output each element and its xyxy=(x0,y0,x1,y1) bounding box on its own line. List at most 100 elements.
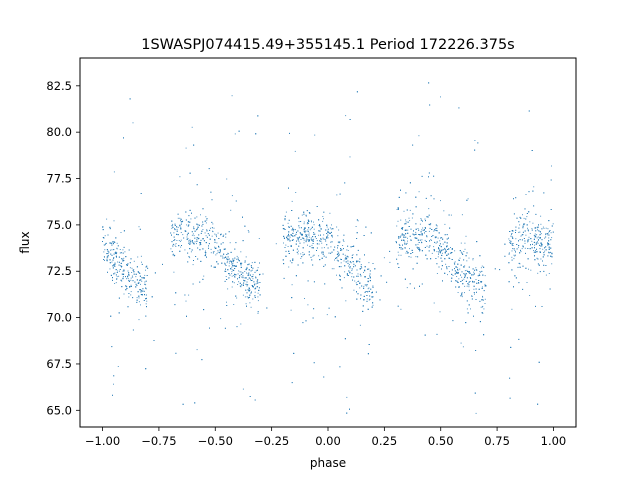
data-point xyxy=(192,233,194,235)
data-point xyxy=(365,291,367,292)
data-point xyxy=(338,242,340,244)
data-point xyxy=(397,208,399,210)
data-point xyxy=(111,346,113,348)
data-point xyxy=(349,261,351,263)
data-point xyxy=(217,250,219,252)
data-point xyxy=(249,294,251,296)
data-point xyxy=(284,229,286,230)
data-point xyxy=(534,259,536,261)
data-point xyxy=(302,237,304,239)
data-point xyxy=(523,217,525,219)
data-point xyxy=(409,220,411,222)
data-point xyxy=(321,238,323,240)
data-point xyxy=(122,260,124,262)
data-point xyxy=(238,281,240,283)
data-point xyxy=(225,265,227,266)
data-point xyxy=(304,235,306,237)
data-point xyxy=(294,235,296,237)
data-point xyxy=(286,238,288,240)
data-point xyxy=(441,265,443,267)
data-point xyxy=(356,91,358,93)
data-point xyxy=(212,252,214,254)
data-point xyxy=(191,126,193,128)
data-point xyxy=(130,286,132,287)
data-point xyxy=(145,284,147,286)
data-point xyxy=(548,237,550,239)
data-point xyxy=(341,249,343,251)
data-point xyxy=(120,252,122,254)
data-point xyxy=(330,246,332,248)
data-point xyxy=(413,230,414,232)
data-point xyxy=(298,240,300,242)
data-point xyxy=(246,296,248,298)
data-point xyxy=(461,293,462,295)
data-point xyxy=(417,228,419,229)
data-point xyxy=(477,275,479,277)
data-point xyxy=(415,233,417,235)
data-point xyxy=(291,284,293,286)
data-point xyxy=(186,238,188,240)
data-point xyxy=(288,231,290,233)
data-point xyxy=(458,278,460,280)
data-point xyxy=(439,249,441,251)
data-point xyxy=(322,253,324,255)
data-point xyxy=(398,254,400,256)
data-point xyxy=(132,329,134,331)
data-point xyxy=(471,274,473,276)
data-point xyxy=(239,285,241,287)
data-point xyxy=(473,281,475,283)
data-point xyxy=(140,289,142,291)
data-point xyxy=(526,224,528,226)
data-point xyxy=(301,233,303,235)
data-point xyxy=(108,251,110,253)
data-point xyxy=(236,261,238,263)
data-point xyxy=(522,214,523,216)
data-point xyxy=(131,275,133,277)
data-point xyxy=(414,233,416,235)
data-point xyxy=(319,259,321,261)
data-point xyxy=(226,254,228,255)
data-point xyxy=(362,310,364,312)
data-point xyxy=(174,228,176,230)
data-point xyxy=(513,213,515,215)
data-point xyxy=(364,266,366,268)
data-point xyxy=(224,248,226,250)
data-point xyxy=(298,225,300,227)
data-point xyxy=(242,294,244,296)
data-point xyxy=(234,276,236,278)
data-point xyxy=(251,280,253,281)
data-point xyxy=(302,252,304,254)
data-point xyxy=(479,300,481,302)
data-point xyxy=(343,234,345,236)
data-point xyxy=(400,236,401,238)
data-point xyxy=(242,272,244,274)
data-point xyxy=(318,234,320,236)
data-point xyxy=(301,235,303,236)
data-point xyxy=(129,98,131,100)
data-point xyxy=(537,229,538,231)
data-point xyxy=(134,281,136,283)
data-point xyxy=(288,235,290,237)
data-point xyxy=(303,253,305,255)
data-point xyxy=(141,294,143,296)
data-point xyxy=(344,254,346,256)
data-point xyxy=(111,249,113,251)
data-point xyxy=(346,273,348,275)
data-point xyxy=(535,250,536,252)
data-point xyxy=(299,232,301,234)
data-point xyxy=(531,229,533,231)
data-point xyxy=(540,215,542,217)
data-point xyxy=(534,244,536,246)
data-point xyxy=(544,250,546,252)
data-point xyxy=(534,251,536,253)
data-point xyxy=(258,287,260,289)
data-point xyxy=(104,235,106,237)
data-point xyxy=(241,276,243,278)
data-point xyxy=(463,259,465,261)
data-point xyxy=(198,237,200,239)
data-point xyxy=(172,254,174,256)
data-point xyxy=(188,215,190,217)
data-point xyxy=(428,172,430,174)
data-point xyxy=(121,266,122,268)
data-point xyxy=(536,234,538,236)
